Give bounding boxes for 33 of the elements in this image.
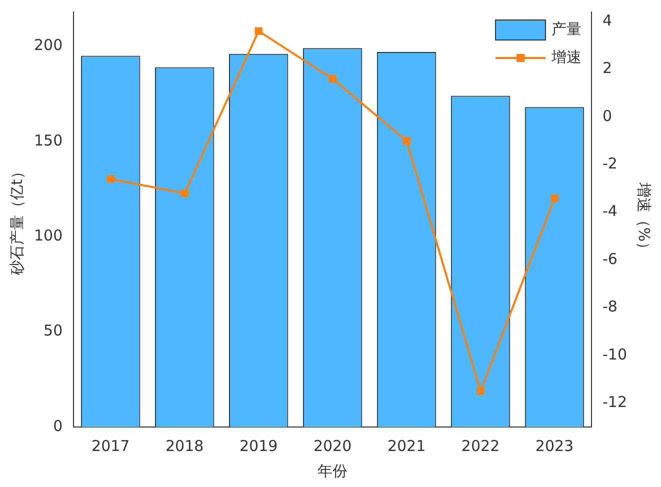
y-axis-title: 砂石产量（亿t）: [8, 164, 26, 276]
x-tick-label: 2019: [239, 436, 278, 455]
point: [254, 27, 262, 35]
x-axis-title: 年份: [318, 462, 348, 480]
y2-tick-label: -12: [602, 393, 627, 412]
y-tick-label: 200: [34, 36, 63, 54]
y2-tick-label: 2: [602, 59, 612, 78]
y2-axis-title: 增速（%）: [635, 181, 654, 257]
y2-tick-label: -2: [602, 154, 618, 173]
y-tick-label: 100: [34, 226, 63, 245]
point: [328, 74, 336, 83]
point: [476, 387, 484, 396]
x-tick-label: 2020: [313, 436, 352, 455]
x-tick-label: 2017: [92, 436, 130, 455]
legend-label: 产量: [552, 20, 582, 38]
y2-tick-label: -4: [602, 202, 618, 220]
y2-tick-label: 0: [602, 106, 612, 125]
y2-tick-label: 4: [602, 11, 612, 30]
point: [106, 175, 114, 183]
y-tick-label: 0: [53, 416, 63, 435]
point: [180, 189, 188, 198]
y-tick-label: 150: [34, 131, 63, 150]
legend-label: 增速: [550, 48, 582, 66]
y2-tick-label: -8: [602, 298, 618, 316]
x-tick-label: 2023: [535, 436, 574, 455]
y-tick-label: 50: [44, 322, 63, 340]
point: [402, 136, 410, 145]
x-tick-label: 2018: [166, 436, 204, 455]
y2-tick-label: -6: [602, 250, 618, 268]
point: [550, 194, 558, 202]
x-tick-label: 2022: [461, 436, 500, 455]
x-tick-label: 2021: [387, 436, 426, 455]
y2-tick-label: -10: [602, 345, 627, 364]
